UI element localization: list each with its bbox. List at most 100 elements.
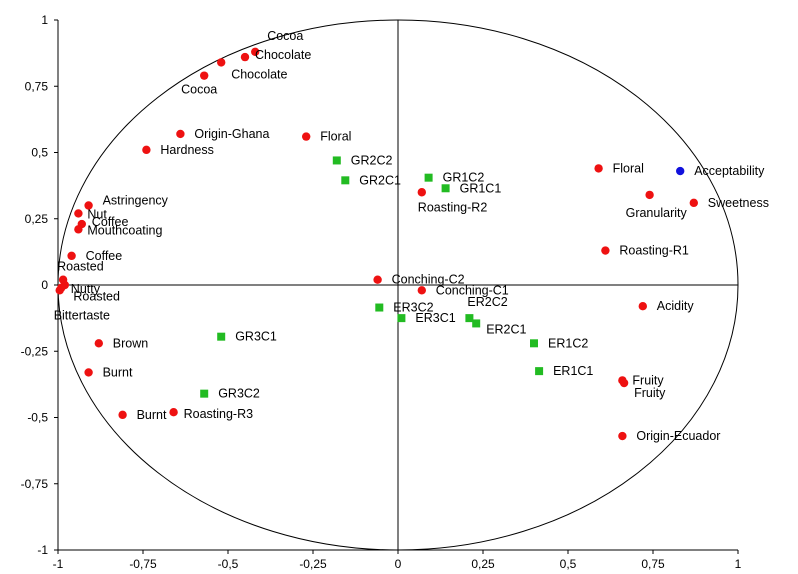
point-label: ER2C1 — [486, 322, 526, 336]
point-label: Nut — [87, 207, 107, 221]
data-point — [169, 408, 178, 417]
point-label: Conching-C2 — [392, 273, 465, 287]
data-point — [375, 303, 384, 312]
data-point — [594, 164, 603, 173]
point-label: Roasted — [57, 260, 104, 274]
correlation-circle-layer — [57, 19, 739, 551]
point-label: Origin-Ecuador — [636, 429, 720, 443]
x-tick-label: 0,25 — [471, 557, 495, 571]
x-tick-label: 0 — [395, 557, 402, 571]
data-point — [94, 339, 104, 348]
data-point — [618, 431, 627, 441]
data-point — [417, 286, 426, 295]
y-tick-label: 0,75 — [25, 79, 49, 93]
data-points — [55, 47, 698, 441]
x-tick-label: -0,75 — [129, 557, 157, 571]
data-point — [535, 367, 544, 376]
point-label: GR3C2 — [218, 387, 260, 401]
data-point — [417, 188, 426, 197]
point-label: ER1C1 — [553, 364, 593, 378]
data-point — [200, 389, 209, 398]
point-label: GR1C1 — [460, 181, 502, 195]
data-point — [638, 302, 647, 311]
y-tick-label: 1 — [41, 13, 48, 27]
y-tick-label: -0,75 — [21, 477, 49, 491]
data-point — [397, 314, 406, 323]
data-point — [74, 225, 83, 234]
y-tick-label: -1 — [37, 543, 48, 557]
point-label: Burnt — [103, 365, 133, 379]
x-tick-label: -0,25 — [299, 557, 327, 571]
x-tick-label: -0,5 — [218, 557, 239, 571]
point-label: GR2C2 — [351, 153, 393, 167]
data-point — [302, 132, 311, 141]
data-point — [84, 201, 93, 210]
point-label: Cocoa — [267, 29, 303, 43]
data-point — [373, 275, 382, 284]
point-labels: Cocoa Chocolate Chocolate Cocoa Origin-Ghana… — [54, 29, 769, 443]
point-label: Mouthcoating — [87, 223, 162, 237]
data-point — [689, 198, 698, 208]
data-point — [465, 314, 474, 323]
point-label: Roasting-R3 — [184, 407, 254, 421]
point-label: Origin-Ghana — [194, 127, 269, 141]
point-label: Acceptability — [694, 164, 765, 178]
data-point — [217, 332, 226, 341]
point-label: ER1C2 — [548, 336, 588, 350]
data-point — [332, 156, 341, 165]
data-point — [251, 47, 260, 56]
data-point — [645, 190, 654, 200]
data-point — [424, 173, 433, 182]
data-point — [67, 251, 76, 261]
data-point — [676, 166, 685, 176]
data-point — [118, 410, 127, 420]
data-point — [441, 184, 450, 193]
point-label: Cocoa — [181, 83, 217, 97]
y-axis-ticks: 1 0,75 0,5 0,25 0 -0,25 -0,5 -0,75 -1 — [21, 13, 58, 557]
point-label: GR2C1 — [359, 173, 401, 187]
point-label: Coffee — [92, 215, 129, 229]
data-point — [601, 246, 610, 255]
unit-circle — [57, 19, 739, 551]
point-label: Bittertaste — [54, 308, 110, 322]
x-tick-label: 0,75 — [641, 557, 665, 571]
point-label: Conching-C1 — [436, 283, 509, 297]
point-label: Roasted — [73, 290, 120, 304]
data-point — [176, 129, 185, 139]
y-tick-label: -0,25 — [21, 344, 49, 358]
point-label: Fruity — [634, 386, 666, 400]
point-label: Floral — [320, 130, 351, 144]
point-label: Roasting-R2 — [418, 200, 488, 214]
data-point — [240, 52, 250, 62]
point-label: Roasting-R1 — [619, 244, 689, 258]
point-label: Chocolate — [231, 67, 287, 81]
data-point — [74, 209, 83, 218]
point-label: Fruity — [632, 373, 664, 387]
point-label: Floral — [613, 161, 644, 175]
point-label: Burnt — [137, 408, 167, 422]
data-point — [200, 71, 209, 80]
point-label: GR1C2 — [443, 171, 485, 185]
data-point — [84, 368, 93, 377]
point-label: ER3C2 — [393, 301, 433, 315]
point-label: Chocolate — [255, 48, 311, 62]
point-label: Astringency — [103, 194, 169, 208]
point-label: Acidity — [657, 299, 695, 313]
point-label: Coffee — [86, 249, 123, 263]
x-tick-label: 1 — [735, 557, 742, 571]
y-tick-label: 0,5 — [31, 146, 48, 160]
y-tick-label: 0,25 — [25, 212, 49, 226]
point-label: GR3C1 — [235, 330, 277, 344]
data-point — [472, 319, 481, 328]
point-label: ER2C2 — [467, 295, 507, 309]
y-tick-label: -0,5 — [27, 411, 48, 425]
y-tick-label: 0 — [41, 278, 48, 292]
point-label: Brown — [113, 336, 148, 350]
x-tick-label: -1 — [53, 557, 64, 571]
point-label: Nutty — [71, 282, 101, 296]
data-point — [55, 286, 64, 295]
point-label: Sweetness — [708, 196, 769, 210]
data-point — [142, 145, 151, 155]
data-point — [341, 176, 350, 185]
